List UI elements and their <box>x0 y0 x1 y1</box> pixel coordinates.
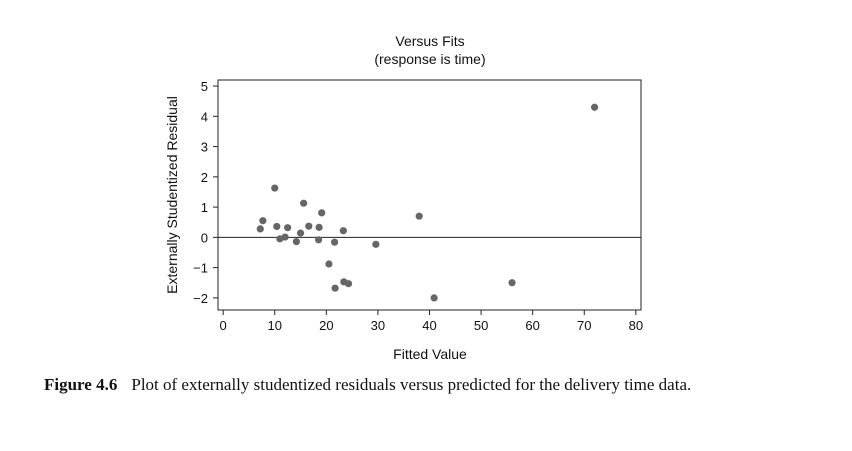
x-tick-label: 60 <box>525 318 539 333</box>
data-point <box>330 238 339 246</box>
figure-caption: Figure 4.6 Plot of externally studentized… <box>44 374 784 396</box>
x-axis-label: Fitted Value <box>393 346 467 362</box>
caption-text: Plot of externally studentized residuals… <box>131 375 692 394</box>
x-tick-label: 80 <box>629 318 643 333</box>
data-point <box>273 222 281 231</box>
y-tick-label: 5 <box>201 79 208 94</box>
data-point <box>259 217 267 225</box>
data-point <box>271 184 279 192</box>
x-tick-label: 10 <box>268 318 282 333</box>
data-point <box>325 260 333 268</box>
data-point <box>318 209 326 217</box>
x-tick-label: 40 <box>422 318 436 333</box>
x-tick-label: 50 <box>474 318 488 333</box>
data-point <box>305 222 313 230</box>
x-axis-ticks: 0 10 20 30 40 50 60 70 80 <box>220 310 643 333</box>
x-tick-label: 30 <box>371 318 385 333</box>
y-tick-label: 1 <box>201 200 208 215</box>
data-points <box>256 103 599 302</box>
y-tick-label: 2 <box>201 170 208 185</box>
y-tick-label: 3 <box>201 140 208 155</box>
chart-subtitle: (response is time) <box>374 51 485 67</box>
x-tick-label: 70 <box>577 318 591 333</box>
data-point <box>292 238 301 246</box>
chart-title: Versus Fits <box>395 33 464 49</box>
y-axis-label: Externally Studentized Residual <box>164 96 180 294</box>
data-point <box>315 223 323 231</box>
plot-frame <box>217 79 642 311</box>
y-tick-label: −1 <box>193 261 208 276</box>
data-point <box>344 280 353 288</box>
y-tick-label: 0 <box>201 230 208 245</box>
data-point <box>284 224 292 232</box>
data-point <box>415 212 423 220</box>
y-tick-label: −2 <box>193 291 208 306</box>
figure-label: Figure 4.6 <box>44 375 118 394</box>
data-point <box>314 236 323 244</box>
y-tick-label: 4 <box>201 109 208 124</box>
x-tick-label: 0 <box>220 318 227 333</box>
data-point <box>256 225 264 233</box>
y-axis-ticks: −2 −1 0 1 2 3 4 5 <box>193 79 218 306</box>
data-point <box>281 233 289 241</box>
data-point <box>590 103 599 111</box>
data-point <box>372 240 380 248</box>
data-point <box>339 227 347 235</box>
data-point <box>300 199 308 207</box>
data-point <box>331 284 339 292</box>
data-point <box>430 294 438 302</box>
x-tick-label: 20 <box>319 318 333 333</box>
data-point <box>508 279 516 287</box>
data-point <box>296 229 305 237</box>
